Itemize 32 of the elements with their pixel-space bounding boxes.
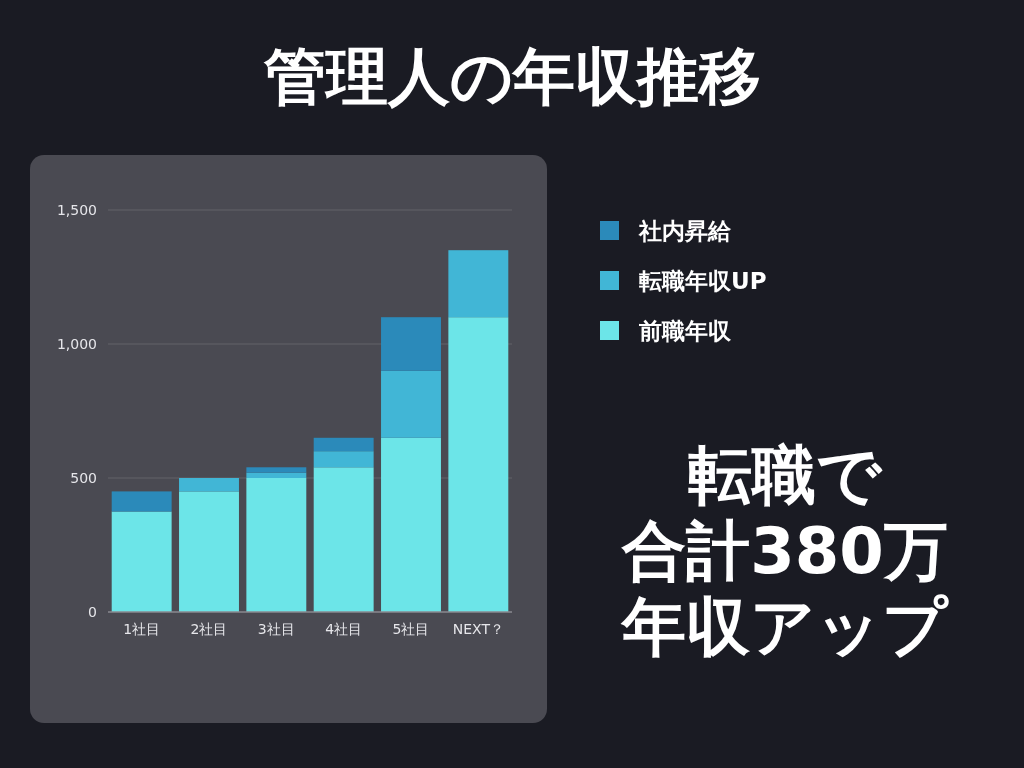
x-tick-label: 5社目: [392, 621, 430, 637]
legend-label: 転職年収UP: [639, 268, 767, 294]
y-tick-label: 0: [88, 604, 97, 620]
bar: [246, 472, 307, 478]
y-tick-label: 500: [70, 470, 97, 486]
bar: [111, 491, 172, 512]
chart-title: 管理人の年収推移: [262, 40, 761, 113]
y-tick-label: 1,500: [56, 202, 97, 218]
bar: [381, 370, 441, 438]
text: 年収アップ: [620, 590, 949, 664]
bar: [448, 317, 509, 612]
x-tick-label: 3社目: [257, 621, 295, 637]
bar: [313, 451, 374, 468]
legend-label: 前職年収: [638, 318, 732, 344]
bar: [313, 467, 374, 612]
bar: [246, 478, 307, 612]
bar: [381, 317, 441, 371]
x-tick-label: 4社目: [325, 621, 363, 637]
bar: [313, 437, 374, 452]
bar: [246, 467, 307, 473]
x-tick-label: 2社目: [190, 621, 228, 637]
y-tick-label: 1,000: [56, 336, 97, 352]
x-tick-label: NEXT？: [452, 621, 504, 637]
bar: [111, 511, 172, 612]
x-tick-label: 1社目: [123, 621, 161, 637]
legend-label: 社内昇給: [638, 218, 732, 244]
bar: [381, 437, 441, 612]
text: 合計380万: [621, 514, 948, 588]
text: 転職で: [688, 438, 883, 512]
bar: [179, 491, 239, 612]
bar: [448, 250, 509, 318]
bar: [179, 478, 239, 492]
